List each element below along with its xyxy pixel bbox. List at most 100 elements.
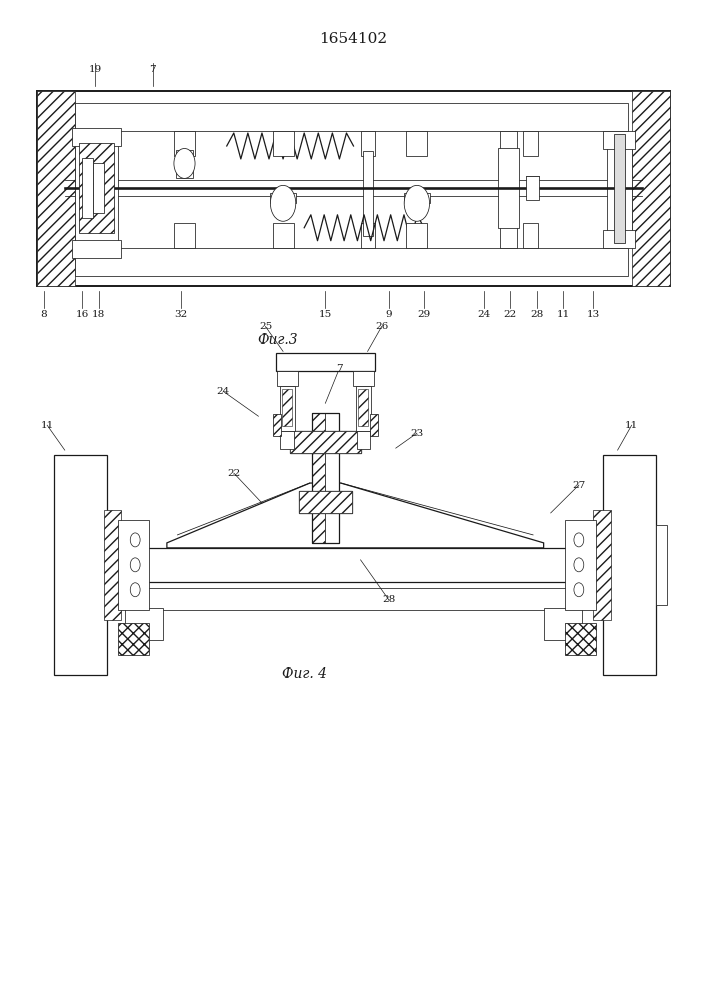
Circle shape [574, 583, 584, 597]
Text: 23: 23 [410, 429, 423, 438]
Bar [290, 431, 361, 453]
Bar [407, 223, 428, 248]
Bar [593, 510, 611, 620]
Circle shape [574, 558, 584, 572]
Bar [500, 223, 517, 248]
Bar [565, 623, 597, 655]
Bar [37, 91, 76, 286]
Bar [276, 371, 298, 386]
Bar [72, 240, 121, 258]
Bar [299, 491, 352, 513]
Bar [37, 91, 670, 286]
Text: 15: 15 [319, 310, 332, 319]
Polygon shape [167, 483, 544, 548]
Bar [526, 176, 539, 200]
Text: 8: 8 [40, 310, 47, 319]
Bar [363, 151, 373, 236]
Text: 1654102: 1654102 [320, 32, 387, 46]
Text: Фиг. 4: Фиг. 4 [281, 667, 327, 681]
Text: 22: 22 [503, 310, 516, 319]
Bar [76, 103, 628, 131]
Bar [272, 414, 281, 436]
Bar [325, 413, 339, 543]
Bar [174, 223, 195, 248]
Bar [290, 431, 361, 453]
Text: 27: 27 [572, 481, 585, 490]
Bar [356, 386, 371, 431]
Bar [280, 431, 293, 449]
Circle shape [404, 185, 430, 221]
Text: 7: 7 [336, 364, 343, 373]
Bar [604, 230, 635, 248]
Bar [407, 131, 428, 156]
Bar [357, 431, 370, 449]
Circle shape [574, 533, 584, 547]
Bar [117, 520, 149, 610]
Text: 28: 28 [530, 310, 543, 319]
Text: 16: 16 [76, 310, 89, 319]
Bar [498, 148, 519, 228]
Circle shape [174, 148, 195, 178]
Text: 18: 18 [92, 310, 105, 319]
Bar [110, 548, 597, 582]
Text: 22: 22 [227, 469, 240, 478]
Bar [614, 134, 624, 243]
Bar [54, 455, 107, 675]
Text: 32: 32 [175, 310, 187, 319]
Bar [361, 223, 375, 248]
Bar [604, 455, 656, 675]
Text: 9: 9 [385, 310, 392, 319]
Bar [282, 389, 292, 426]
Bar [544, 608, 583, 640]
Bar [312, 413, 325, 543]
Text: 26: 26 [375, 322, 388, 331]
Bar [279, 386, 295, 431]
Bar [604, 131, 635, 149]
Bar [72, 128, 121, 146]
Text: 28: 28 [382, 595, 395, 604]
Bar [174, 131, 195, 156]
Text: 7: 7 [149, 65, 156, 74]
Bar [124, 588, 583, 610]
Text: 25: 25 [259, 322, 272, 331]
Bar [117, 623, 149, 655]
Bar [607, 143, 631, 233]
Text: Фиг.3: Фиг.3 [257, 333, 298, 347]
Bar [124, 608, 163, 640]
Bar [631, 91, 670, 286]
Circle shape [270, 185, 296, 221]
Bar [361, 131, 375, 156]
Bar [270, 193, 296, 203]
Bar [522, 223, 538, 248]
Text: 11: 11 [40, 421, 54, 430]
Bar [522, 131, 538, 156]
Bar [312, 413, 339, 543]
Bar [358, 389, 368, 426]
Text: 11: 11 [556, 310, 570, 319]
Text: 24: 24 [477, 310, 491, 319]
Bar [299, 491, 352, 513]
Bar [76, 248, 628, 276]
Bar [103, 510, 121, 620]
Bar [79, 143, 114, 233]
Text: 11: 11 [625, 421, 638, 430]
Bar [176, 150, 193, 178]
Bar [500, 131, 517, 156]
Bar [272, 223, 293, 248]
Circle shape [130, 583, 140, 597]
Bar [353, 371, 374, 386]
Bar [76, 134, 117, 243]
Bar [272, 131, 293, 156]
Text: 13: 13 [586, 310, 600, 319]
Bar [370, 414, 378, 436]
Circle shape [130, 558, 140, 572]
Bar [656, 525, 667, 605]
Bar [276, 353, 375, 371]
Text: 29: 29 [417, 310, 431, 319]
Circle shape [130, 533, 140, 547]
Bar [93, 163, 103, 213]
Bar [565, 520, 597, 610]
Bar [404, 193, 430, 203]
Text: 19: 19 [88, 65, 102, 74]
Text: 24: 24 [216, 387, 230, 396]
